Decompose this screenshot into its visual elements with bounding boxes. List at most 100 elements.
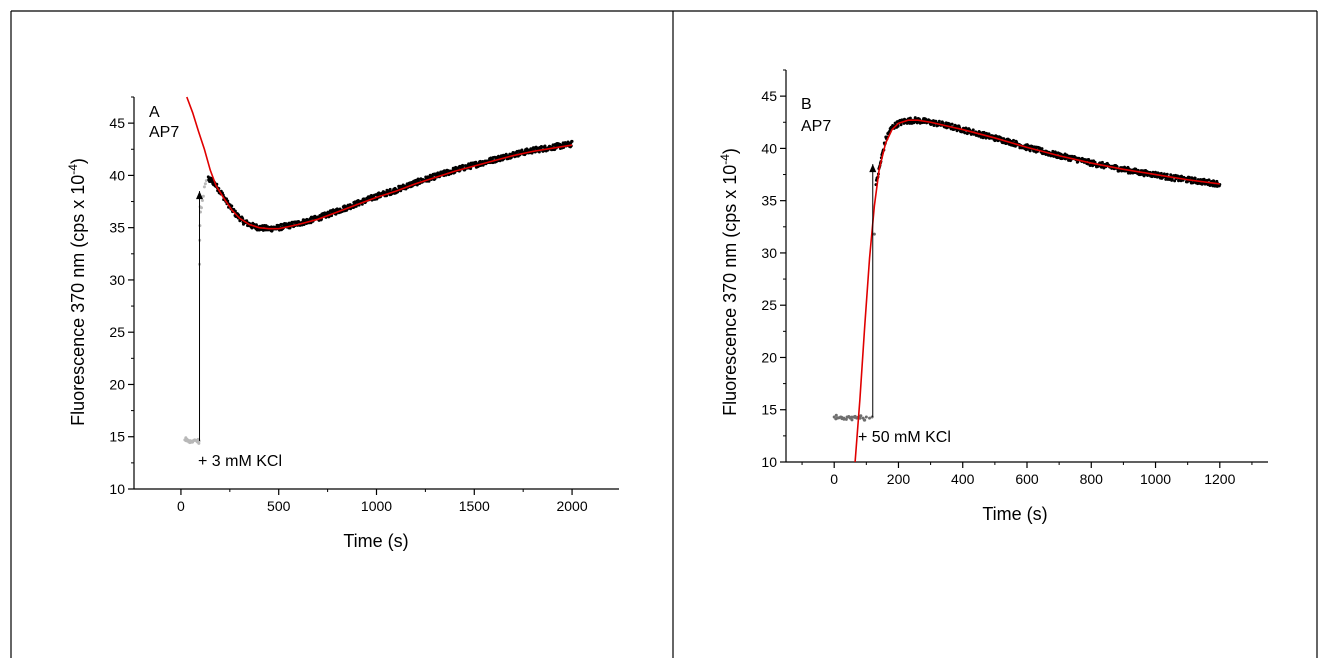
panel-b-y-tick-label: 30 <box>761 245 777 261</box>
panel-a-annotation: + 3 mM KCl <box>198 453 282 470</box>
panel-a-y-axis-title-exponent: -4 <box>66 164 80 175</box>
panel-b-data-point <box>950 122 954 126</box>
panel-a-fit-line <box>186 96 573 230</box>
panel-b-data-point <box>1040 147 1044 151</box>
panel-frame <box>10 10 1318 658</box>
panel-b-pre-point <box>868 416 872 420</box>
panel-b-data-point <box>1012 138 1015 142</box>
panel-a-y-tick-label: 20 <box>109 376 125 392</box>
panel-b-data-point <box>1068 159 1072 163</box>
panel-a-data-point <box>537 150 541 154</box>
panel-b-data-point <box>1185 180 1189 184</box>
panel-b-pre-point <box>834 413 838 417</box>
panel-b-addition-arrow-head <box>869 164 877 173</box>
panel-b-data-point <box>937 119 941 123</box>
panel-b-x-tick-label: 600 <box>1015 471 1039 487</box>
panel-a-y-tick-label: 35 <box>109 220 125 236</box>
panel-b-x-tick-label: 400 <box>951 471 975 487</box>
panel-b-y-axis-title-main: Fluorescence 370 nm (cps x 10 <box>720 165 740 416</box>
panel-b-data-point <box>899 123 903 127</box>
panel-b-pre-point <box>844 417 848 421</box>
panel-b-pre-point <box>864 415 868 419</box>
panel-a-y-tick-label: 45 <box>109 115 125 131</box>
panel-b-y-tick-label: 45 <box>761 88 777 104</box>
panel-a-sample-label: AP7 <box>149 124 179 141</box>
panel-b-data-point <box>982 130 986 134</box>
panel-b-x-tick-label: 1000 <box>1140 471 1171 487</box>
panel-b-data-point <box>1187 175 1191 179</box>
panel-a-data-point <box>461 164 465 168</box>
panel-b-data-point <box>954 124 958 128</box>
panel-a-pre-point <box>201 194 205 198</box>
panel-b-y-tick-label: 25 <box>761 297 777 313</box>
panel-b-data-point <box>1100 160 1104 164</box>
panel-a-label: A <box>149 104 160 121</box>
panel-a-x-tick-label: 1500 <box>459 498 490 514</box>
panel-b-data-point <box>1013 144 1017 148</box>
panel-b-x-tick-label: 800 <box>1080 471 1104 487</box>
panel-a: 10 15 20 25 30 35 40 45 0 500 1000 1500 2000 A AP7 +… <box>66 96 619 551</box>
panel-b-pre-point <box>863 418 867 422</box>
panel-a-x-tick-label: 0 <box>177 498 185 514</box>
panel-b-pre-point <box>859 414 863 418</box>
panel-a-pre-point <box>199 206 203 210</box>
panel-a-y-axis-title-close: ) <box>68 158 88 164</box>
panel-b-sample-label: AP7 <box>801 118 831 135</box>
panel-a-data-point <box>225 197 228 201</box>
panel-a-axes: 10 15 20 25 30 35 40 45 0 500 1000 1500 2000 <box>109 96 619 514</box>
panel-a-y-tick-label: 25 <box>109 324 125 340</box>
panel-b-y-tick-label: 20 <box>761 349 777 365</box>
panel-a-pre-point <box>203 182 207 186</box>
panel-b-data-point <box>1028 149 1032 153</box>
panel-a-y-tick-label: 15 <box>109 429 125 445</box>
panel-a-x-tick-label: 2000 <box>556 498 587 514</box>
panel-b-x-axis-title: Time (s) <box>982 504 1047 524</box>
panel-b-data-point <box>908 116 912 120</box>
panel-b-data-point <box>1170 178 1174 182</box>
panel-a-y-tick-label: 30 <box>109 272 125 288</box>
panel-a-marks <box>183 96 574 445</box>
panel-b-pre-point <box>842 417 846 421</box>
panel-b-data-point <box>1173 179 1177 183</box>
panel-b-y-axis-title-close: ) <box>720 148 740 154</box>
panel-a-data-point <box>416 178 420 182</box>
panel-b-x-tick-label: 0 <box>830 471 838 487</box>
panel-a-data-point <box>230 204 234 208</box>
panel-b-y-tick-label: 10 <box>761 454 777 470</box>
panel-b-data-point <box>1193 176 1197 180</box>
panel-a-y-tick-label: 40 <box>109 167 125 183</box>
panel-a-x-tick-label: 1000 <box>361 498 392 514</box>
panel-b-data-point <box>987 132 991 136</box>
panel-b-data-point <box>1215 179 1219 183</box>
panel-a-addition-arrow-head <box>196 191 204 200</box>
panel-a-data-point <box>297 220 301 224</box>
panel-b-pre-point <box>872 232 876 236</box>
panel-a-pre-point <box>202 185 206 189</box>
panel-b-y-tick-label: 15 <box>761 402 777 418</box>
panel-b-data-point <box>1207 178 1211 182</box>
panel-b-fit-line <box>854 119 1220 463</box>
panel-b-data-point <box>963 131 967 135</box>
panel-b-x-tick-label: 200 <box>887 471 911 487</box>
panel-a-data-point <box>388 187 392 191</box>
panel-a-y-axis-title-main: Fluorescence 370 nm (cps x 10 <box>68 175 88 426</box>
panel-b-marks <box>832 116 1222 463</box>
panel-b-data-point <box>971 128 975 132</box>
panel-b-y-tick-label: 40 <box>761 140 777 156</box>
panel-b-axes: 10 15 20 25 30 35 40 45 0 200 400 600 800 1000 1200 <box>761 69 1268 487</box>
panel-b-x-tick-label: 1200 <box>1204 471 1235 487</box>
panel-b-y-axis-title-exponent: -4 <box>718 154 732 165</box>
panel-b-pre-point <box>850 418 854 422</box>
panel-a-pre-point <box>200 198 204 202</box>
panel-a-data-point <box>570 139 574 143</box>
panel-b-annotation: + 50 mM KCl <box>858 429 951 446</box>
panel-b-y-axis-title: Fluorescence 370 nm (cps x 10-4) <box>718 148 740 416</box>
panel-a-x-axis-title: Time (s) <box>343 531 408 551</box>
panel-b-data-point <box>1165 172 1169 176</box>
panel-b-label: B <box>801 96 812 113</box>
panel-a-y-axis-title: Fluorescence 370 nm (cps x 10-4) <box>66 158 88 426</box>
panel-a-x-tick-label: 500 <box>267 498 291 514</box>
panel-a-pre-point <box>185 437 189 441</box>
